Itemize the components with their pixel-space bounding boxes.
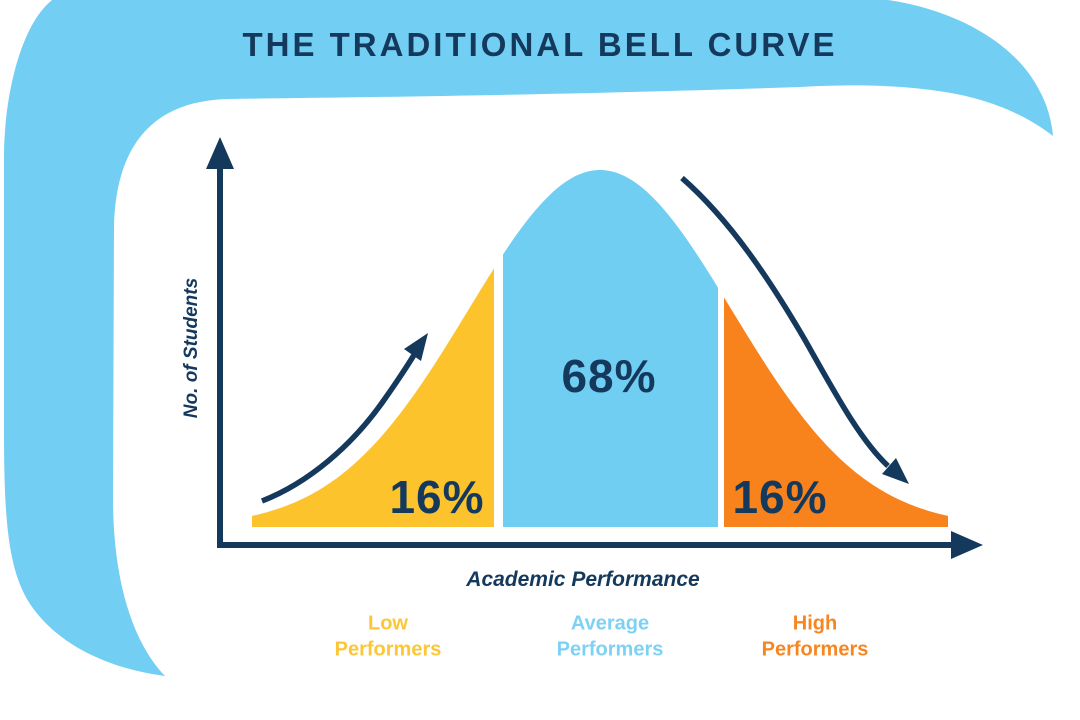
falling-trend-arrow	[680, 175, 909, 484]
low-performers-category-label: Low Performers	[334, 612, 442, 661]
bell-curve-segments	[252, 170, 948, 527]
rising-arrowhead-icon	[404, 333, 428, 361]
y-axis-label: No. of Students	[181, 277, 202, 419]
axes	[206, 137, 983, 559]
x-axis-arrowhead-icon	[951, 531, 983, 559]
axis-lines	[217, 164, 952, 548]
bell-segment-low-performers	[252, 268, 494, 527]
bell-segment-high-performers	[724, 297, 948, 527]
rising-trend-arrow	[260, 333, 428, 504]
high-performers-percent-label: 16%	[732, 471, 828, 523]
average-performers-percent-label: 68%	[561, 350, 657, 402]
x-axis-label: Academic Performance	[466, 568, 700, 591]
high-performers-category-label: High Performers	[761, 612, 869, 661]
y-axis-arrowhead-icon	[206, 137, 234, 169]
page-title: THE TRADITIONAL BELL CURVE	[242, 26, 838, 63]
low-performers-percent-label: 16%	[389, 471, 485, 523]
frame-swoosh	[4, 0, 1053, 676]
average-performers-category-label: Average Performers	[556, 612, 664, 661]
bell-segment-average-performers	[503, 170, 718, 527]
falling-arrowhead-icon	[882, 458, 909, 484]
